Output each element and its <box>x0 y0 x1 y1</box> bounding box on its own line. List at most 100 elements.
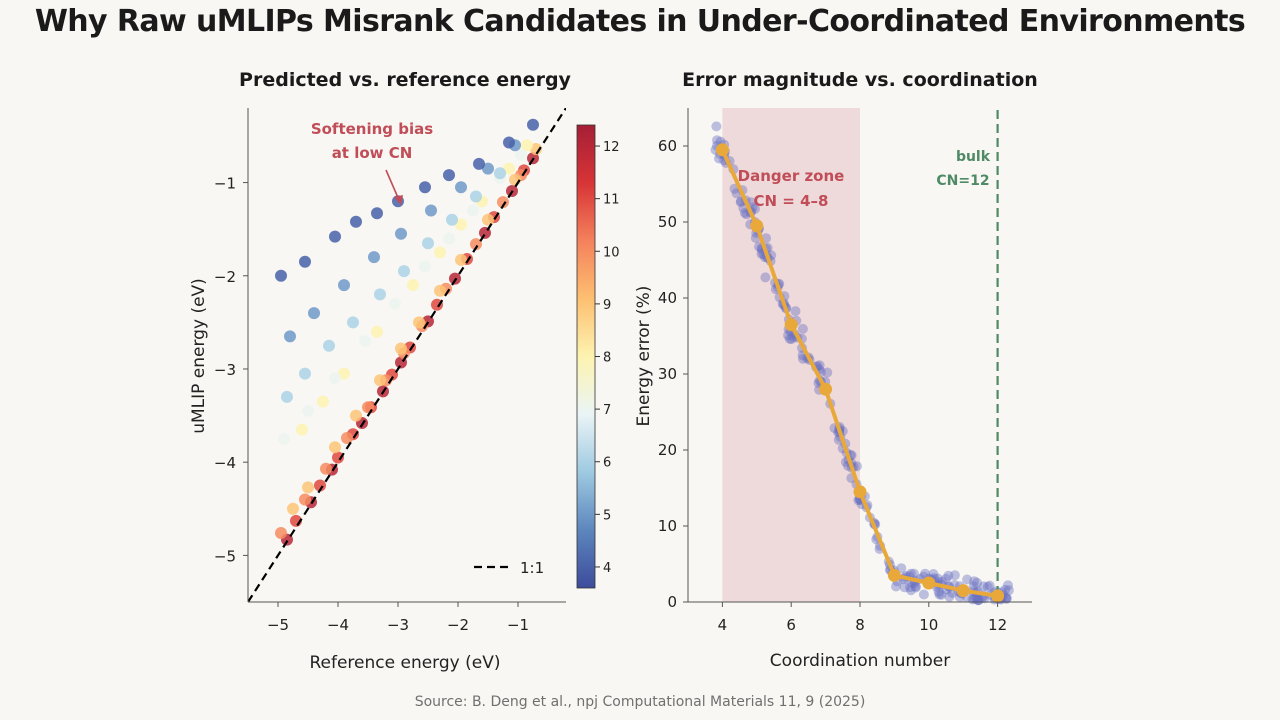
scatter-point-cn8 <box>317 395 329 408</box>
right-x-tick-label: 8 <box>855 616 865 634</box>
scatter-point-cn9 <box>413 316 425 329</box>
error-sample-point <box>750 203 760 214</box>
scatter-point-cn9 <box>434 284 446 297</box>
scatter-point-cn5 <box>368 251 380 264</box>
error-sample-point <box>1003 580 1013 591</box>
error-sample-point <box>783 330 794 341</box>
left-x-ticks: −5 −4 −3 −2 −1 <box>267 602 529 634</box>
one-to-one-line <box>248 108 566 602</box>
right-chart-title: Error magnitude vs. coordination <box>682 69 1038 91</box>
page-title: Why Raw uMLIPs Misrank Candidates in Und… <box>34 4 1246 39</box>
colorbar-tick-label: 7 <box>603 403 611 418</box>
scatter-point-cn5 <box>482 162 494 175</box>
right-y-tick-label: 20 <box>658 441 677 459</box>
error-sample-point <box>949 570 960 581</box>
right-x-ticks: 4 6 8 10 12 <box>718 602 1007 634</box>
scatter-point-cn5 <box>284 330 296 343</box>
right-x-tick-label: 10 <box>919 616 938 634</box>
scatter-point-cn7 <box>515 148 527 161</box>
error-sample-point <box>973 595 984 606</box>
error-sample-point <box>928 569 939 579</box>
error-sample-point <box>941 573 951 584</box>
error-sample-point <box>899 582 910 593</box>
error-sample-point <box>943 570 954 581</box>
legend-label: 1:1 <box>520 559 544 577</box>
scatter-point-cn11 <box>332 451 344 464</box>
colorbar-tick-label: 9 <box>603 298 611 313</box>
colorbar-tick-label: 11 <box>603 193 620 208</box>
error-series-marker <box>991 589 1005 603</box>
scatter-point-cn9 <box>302 481 314 494</box>
right-y-tick-label: 30 <box>658 365 677 383</box>
error-sample-point <box>933 586 944 597</box>
scatter-point-cn8 <box>455 218 467 231</box>
error-sample-point <box>978 581 989 592</box>
left-y-tick-label: −4 <box>214 454 236 472</box>
scatter-point-cn11 <box>431 298 443 311</box>
left-x-tick-label: −3 <box>387 616 409 634</box>
colorbar-tick-label: 5 <box>603 508 611 523</box>
softening-arrow-head <box>394 195 403 205</box>
error-sample-point <box>918 589 929 600</box>
scatter-point-cn6 <box>398 265 410 278</box>
error-series-marker <box>853 485 867 499</box>
error-series-marker <box>887 568 901 582</box>
error-sample-point <box>908 568 919 579</box>
danger-zone-label-line1: Danger zone <box>738 167 845 185</box>
left-chart-title: Predicted vs. reference energy <box>239 69 571 91</box>
error-sample-point <box>1001 593 1012 604</box>
softening-arrow <box>385 169 400 201</box>
error-sample-point <box>910 582 921 593</box>
scatter-point-cn5 <box>395 227 407 240</box>
scatter-point-cn6 <box>374 288 386 301</box>
scatter-point-cn4 <box>443 169 455 182</box>
scatter-point-cn8 <box>521 139 533 152</box>
error-sample-point <box>905 582 915 593</box>
left-x-tick-label: −2 <box>447 616 469 634</box>
error-sample-point <box>906 585 916 596</box>
left-chart: Predicted vs. reference energy −5 −4 −3 −2 −… <box>189 69 620 673</box>
error-sample-point <box>797 323 808 334</box>
error-sample-point <box>971 593 982 604</box>
scatter-point-cn6 <box>347 316 359 329</box>
left-scatter-points <box>275 118 542 546</box>
right-y-axis-label: Energy error (%) <box>634 286 654 427</box>
error-sample-point <box>786 334 797 345</box>
error-sample-point <box>822 367 833 378</box>
scatter-point-cn6 <box>299 367 311 380</box>
error-sample-point <box>891 581 901 592</box>
error-sample-point <box>1003 585 1014 596</box>
colorbar-tick-label: 6 <box>603 456 611 471</box>
scatter-point-cn6 <box>470 190 482 203</box>
error-sample-point <box>790 306 801 317</box>
error-sample-point <box>712 135 722 146</box>
error-sample-point <box>969 576 980 587</box>
scatter-point-cn4 <box>275 269 287 282</box>
error-sample-point <box>969 593 979 604</box>
scatter-point-cn9 <box>287 502 299 515</box>
error-sample-point <box>968 581 979 592</box>
scatter-point-cn10 <box>299 493 311 506</box>
scatter-point-cn10 <box>470 238 482 251</box>
scatter-point-cn4 <box>527 118 539 131</box>
scatter-point-cn8 <box>503 162 515 175</box>
error-series-markers <box>715 143 1005 603</box>
error-sample-point <box>798 353 808 364</box>
scatter-point-cn8 <box>407 279 419 292</box>
scatter-point-cn9 <box>395 342 407 355</box>
colorbar-tick-label: 8 <box>603 351 611 366</box>
scatter-point-cn9 <box>350 409 362 422</box>
colorbar-ticks: 4 5 6 7 8 9 10 11 12 <box>595 140 620 576</box>
danger-zone-band <box>722 108 860 602</box>
colorbar-tick-label: 12 <box>603 140 620 155</box>
right-y-tick-label: 60 <box>658 137 677 155</box>
left-x-tick-label: −5 <box>267 616 289 634</box>
scatter-point-cn7 <box>389 297 401 310</box>
error-sample-point <box>920 568 931 579</box>
left-y-tick-label: −3 <box>214 361 236 379</box>
scatter-point-cn10 <box>275 527 287 539</box>
error-series-marker <box>715 143 729 157</box>
error-series-marker <box>956 584 970 598</box>
scatter-point-cn7 <box>419 260 431 273</box>
